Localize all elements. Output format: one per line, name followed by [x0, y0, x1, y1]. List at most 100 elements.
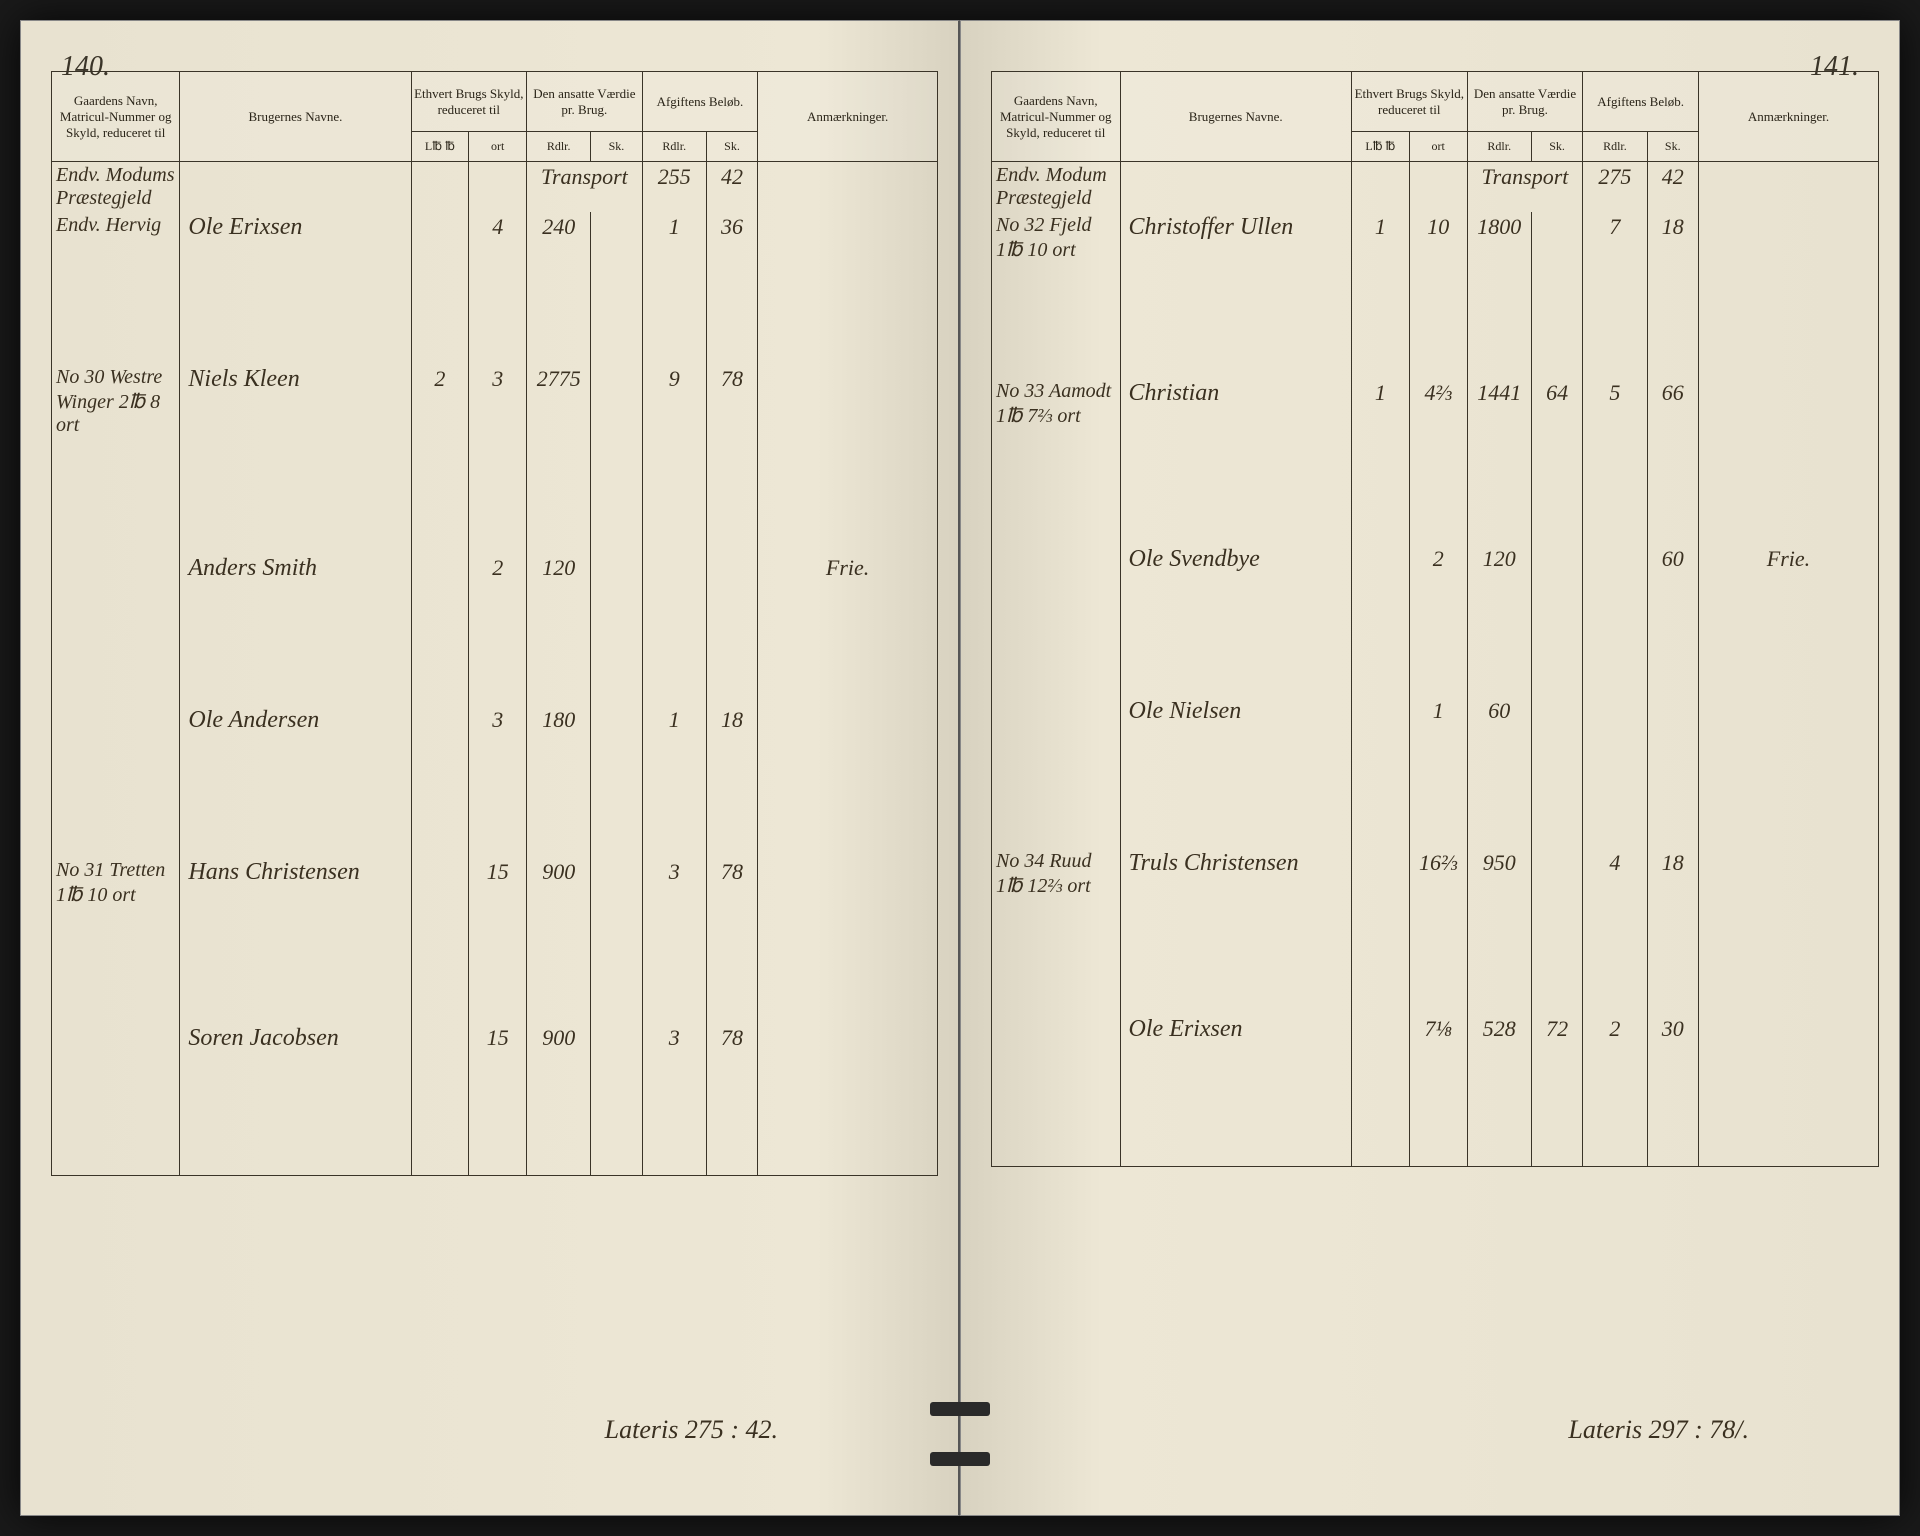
afgift-sk-cell: 18 [1647, 848, 1698, 900]
gaard-cell [992, 696, 1121, 734]
spacer-row [52, 1137, 938, 1175]
page-number-left: 140. [61, 51, 110, 83]
name-cell: Ole Erixsen [1120, 1014, 1351, 1052]
spacer-row [52, 439, 938, 477]
vaerdi-sk-cell [591, 705, 642, 743]
name-cell: Niels Kleen [180, 364, 411, 439]
lateris-left: Lateris 275 : 42. [605, 1415, 778, 1445]
lb-cell [1351, 696, 1409, 734]
afgift-rdlr-cell: 3 [642, 1023, 706, 1061]
anm-cell: Frie. [1698, 544, 1878, 582]
spacer-row [992, 734, 1879, 772]
page-right: 141. Gaardens Navn, Matricul-Nummer og S… [960, 20, 1900, 1516]
table-row: No 33 Aamodt 1℔ 7⅔ ortChristian14⅔144164… [992, 378, 1879, 430]
spacer-row [992, 938, 1879, 976]
lb-cell [1351, 544, 1409, 582]
transport-label: Transport [527, 162, 643, 213]
spacer-row [52, 629, 938, 667]
vaerdi-rdlr-cell: 240 [527, 212, 591, 250]
vaerdi-sk-cell [591, 553, 642, 591]
afgift-sk-cell: 30 [1647, 1014, 1698, 1052]
binding-clip [930, 1402, 990, 1416]
ort-cell: 10 [1409, 212, 1467, 264]
vaerdi-rdlr-cell: 950 [1467, 848, 1531, 900]
name-cell: Ole Svendbye [1120, 544, 1351, 582]
binding-clip [930, 1452, 990, 1466]
gaard-cell [52, 1023, 180, 1061]
spacer-row [52, 1099, 938, 1137]
th-ort: ort [1409, 132, 1467, 162]
afgift-rdlr-cell [642, 553, 706, 591]
table-row: Ole Nielsen160 [992, 696, 1879, 734]
afgift-sk-cell: 66 [1647, 378, 1698, 430]
table-header: Gaardens Navn, Matricul-Nummer og Skyld,… [992, 72, 1879, 162]
ort-cell: 16⅔ [1409, 848, 1467, 900]
anm-cell [758, 705, 938, 743]
vaerdi-rdlr-cell: 120 [527, 553, 591, 591]
anm-cell: Frie. [758, 553, 938, 591]
afgift-rdlr-cell: 3 [642, 857, 706, 909]
th-sk: Sk. [1647, 132, 1698, 162]
anm-cell [758, 1023, 938, 1061]
gaard-cell: No 30 Westre Winger 2℔ 8 ort [52, 364, 180, 439]
afgift-rdlr-cell [1583, 696, 1647, 734]
spacer-row [992, 340, 1879, 378]
lb-cell [1351, 848, 1409, 900]
spacer-row [992, 772, 1879, 810]
vaerdi-rdlr-cell: 120 [1467, 544, 1531, 582]
vaerdi-rdlr-cell: 2775 [527, 364, 591, 439]
transport-rdlr: 275 [1583, 162, 1647, 213]
lb-cell [1351, 1014, 1409, 1052]
th-afgift: Afgiftens Beløb. [642, 72, 758, 132]
th-rdlr: Rdlr. [527, 132, 591, 162]
table-header: Gaardens Navn, Matricul-Nummer og Skyld,… [52, 72, 938, 162]
gaard-cell: Endv. Hervig [52, 212, 180, 250]
gaard-cell [52, 705, 180, 743]
table-row: Ole Andersen3180118 [52, 705, 938, 743]
spacer-row [52, 781, 938, 819]
table-row: Endv. HervigOle Erixsen4240136 [52, 212, 938, 250]
afgift-sk-cell: 78 [706, 1023, 757, 1061]
anm-cell [1698, 696, 1878, 734]
vaerdi-rdlr-cell: 60 [1467, 696, 1531, 734]
name-cell: Ole Erixsen [180, 212, 411, 250]
afgift-sk-cell: 36 [706, 212, 757, 250]
ledger-table-right: Gaardens Navn, Matricul-Nummer og Skyld,… [991, 71, 1879, 1167]
spacer-row [992, 468, 1879, 506]
lb-cell: 2 [411, 364, 469, 439]
spacer-row [52, 985, 938, 1023]
gaard-cell: No 34 Ruud 1℔ 12⅔ ort [992, 848, 1121, 900]
afgift-sk-cell [1647, 696, 1698, 734]
table-body-left: Endv. Modums Præstegjeld Transport 255 4… [52, 162, 938, 1176]
table-row: Ole Erixsen7⅛52872230 [992, 1014, 1879, 1052]
th-rdlr: Rdlr. [1467, 132, 1531, 162]
lb-cell [411, 553, 469, 591]
transport-sk: 42 [706, 162, 757, 213]
table-row: No 30 Westre Winger 2℔ 8 ortNiels Kleen2… [52, 364, 938, 439]
ort-cell: 2 [469, 553, 527, 591]
lb-cell [411, 1023, 469, 1061]
spacer-row [992, 264, 1879, 302]
vaerdi-sk-cell [591, 1023, 642, 1061]
transport-sk: 42 [1647, 162, 1698, 213]
th-rdlr: Rdlr. [1583, 132, 1647, 162]
name-cell: Anders Smith [180, 553, 411, 591]
name-cell: Ole Nielsen [1120, 696, 1351, 734]
th-bruger: Brugernes Navne. [1120, 72, 1351, 162]
spacer-row [992, 430, 1879, 468]
lb-cell [411, 212, 469, 250]
afgift-rdlr-cell: 7 [1583, 212, 1647, 264]
name-cell: Ole Andersen [180, 705, 411, 743]
vaerdi-rdlr-cell: 1441 [1467, 378, 1531, 430]
th-gaard: Gaardens Navn, Matricul-Nummer og Skyld,… [52, 72, 180, 162]
table-row: No 32 Fjeld 1℔ 10 ortChristoffer Ullen11… [992, 212, 1879, 264]
vaerdi-rdlr-cell: 180 [527, 705, 591, 743]
ledger-book: 140. Gaardens Navn, Matricul-Nummer og S… [20, 20, 1900, 1516]
spacer-row [992, 506, 1879, 544]
afgift-rdlr-cell: 1 [642, 705, 706, 743]
spacer-row [52, 591, 938, 629]
parish-cell: Endv. Modums Præstegjeld [52, 162, 180, 213]
anm-cell [1698, 1014, 1878, 1052]
th-sk: Sk. [591, 132, 642, 162]
th-skyld: Ethvert Brugs Skyld, reduceret til [1351, 72, 1467, 132]
